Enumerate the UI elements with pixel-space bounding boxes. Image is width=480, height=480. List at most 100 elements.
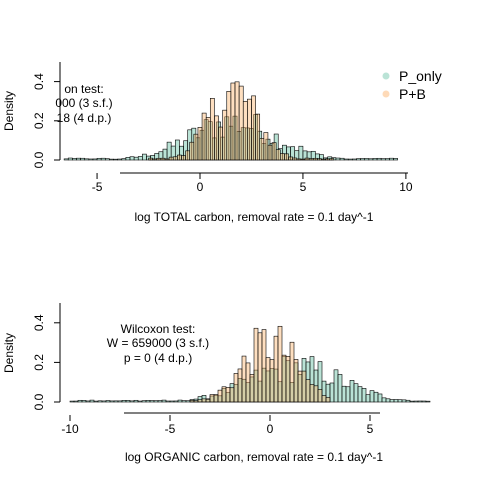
histogram-bar-p-only: [329, 382, 335, 403]
histogram-bar-p-only: [113, 400, 119, 403]
histogram-bar-p-plus-b: [249, 374, 255, 403]
histogram-bar-p-plus-b: [309, 384, 315, 403]
histogram-bar-p-only: [177, 399, 183, 403]
histogram-bar-p-only: [405, 399, 411, 403]
legend-label-p-plus-b: P+B: [399, 86, 426, 102]
histogram-bar-p-only: [364, 158, 370, 161]
histogram-bar-p-plus-b: [313, 385, 319, 403]
histogram-bar-p-plus-b: [218, 126, 223, 161]
histogram-bar-p-plus-b: [271, 142, 277, 161]
histogram-bar-p-plus-b: [289, 341, 295, 403]
legend-swatch-p-only: [382, 72, 390, 80]
bottom-histogram-panel: -10 -5 0 5 0.0 0.2 0.4 Density log ORGANIC ca…: [2, 303, 431, 464]
histogram-bar-p-only: [129, 156, 135, 161]
histogram-bar-p-only: [63, 158, 69, 161]
histogram-bar-p-only: [360, 158, 366, 161]
histogram-bar-p-only: [337, 374, 343, 403]
histogram-bar-p-plus-b: [226, 91, 232, 161]
histogram-bar-p-only: [345, 386, 351, 403]
histogram-bar-p-only: [377, 393, 383, 403]
histogram-bar-p-plus-b: [285, 355, 291, 403]
histogram-bar-p-only: [169, 400, 175, 403]
histogram-bar-p-only: [401, 399, 407, 403]
histogram-bar-p-only: [376, 157, 382, 161]
histogram-bar-p-only: [157, 400, 163, 403]
x-tick-label: -10: [61, 422, 79, 436]
histogram-bar-p-plus-b: [233, 373, 239, 403]
histogram-bar-p-only: [298, 145, 304, 161]
histogram-bar-p-only: [92, 158, 98, 161]
histogram-bar-p-only: [72, 158, 77, 161]
bottom-x-ticks: -10 -5 0 5: [61, 415, 374, 436]
y-tick-label: 0.0: [32, 151, 46, 168]
histogram-bar-p-only: [141, 400, 147, 403]
histogram-bar-p-plus-b: [292, 157, 298, 161]
histogram-bar-p-plus-b: [152, 158, 158, 161]
histogram-bar-p-plus-b: [301, 370, 307, 403]
histogram-bar-p-only: [93, 400, 99, 403]
histogram-bar-p-only: [385, 398, 391, 403]
histogram-bar-p-only: [369, 390, 375, 403]
histogram-bar-p-only: [343, 158, 349, 161]
histogram-bar-p-plus-b: [230, 82, 236, 161]
histogram-bar-p-only: [368, 158, 374, 161]
histogram-bar-p-only: [125, 400, 131, 403]
histogram-bar-p-only: [84, 158, 90, 161]
histogram-bar-p-only: [137, 156, 143, 161]
histogram-bar-p-plus-b: [265, 357, 271, 403]
histogram-bar-p-plus-b: [329, 158, 335, 161]
histogram-bar-p-plus-b: [251, 95, 256, 161]
histogram-bar-p-plus-b: [197, 127, 203, 161]
histogram-bar-p-only: [137, 400, 143, 403]
histogram-bar-p-only: [421, 400, 427, 403]
histogram-bar-p-only: [356, 158, 361, 161]
histogram-bar-p-only: [353, 383, 359, 403]
histogram-bar-p-plus-b: [209, 394, 215, 403]
x-tick-label: 5: [300, 180, 307, 194]
histogram-bar-p-plus-b: [177, 154, 182, 161]
histogram-bar-p-plus-b: [259, 138, 265, 161]
histogram-bar-p-only: [145, 400, 151, 403]
histogram-bar-p-plus-b: [221, 386, 227, 403]
histogram-bar-p-only: [349, 380, 355, 403]
x-tick-label: -5: [92, 180, 103, 194]
histogram-bar-p-plus-b: [229, 387, 235, 403]
histogram-bar-p-only: [80, 157, 86, 161]
top-y-axis-label: Density: [2, 91, 16, 131]
histogram-bar-p-only: [393, 158, 398, 161]
histogram-bar-p-only: [81, 400, 87, 403]
legend: P_only P+B: [382, 68, 442, 102]
histogram-bar-p-plus-b: [293, 359, 299, 403]
histogram-bar-p-plus-b: [312, 157, 318, 161]
top-x-axis-label: log TOTAL carbon, removal rate = 0.1 day…: [135, 210, 374, 224]
histogram-bar-p-plus-b: [261, 329, 267, 403]
histogram-bar-p-only: [384, 158, 390, 161]
histogram-bar-p-plus-b: [321, 158, 326, 161]
histogram-bar-p-plus-b: [234, 81, 240, 161]
histogram-bar-p-only: [389, 399, 395, 403]
bottom-annotation-line-2: W = 659000 (3 s.f.): [107, 336, 209, 350]
histogram-bar-p-only: [339, 157, 345, 161]
top-annotation-line-3: 18 (4 d.p.): [57, 111, 112, 125]
histogram-bar-p-plus-b: [201, 398, 207, 403]
histogram-bar-p-plus-b: [172, 156, 178, 161]
histogram-bar-p-only: [69, 400, 75, 403]
histogram-bar-p-only: [393, 399, 399, 403]
histogram-bar-p-only: [425, 400, 431, 403]
histogram-bar-p-plus-b: [168, 156, 174, 161]
x-tick-label: -5: [165, 422, 176, 436]
top-y-ticks: 0.0 0.2 0.4: [32, 73, 60, 168]
histogram-bar-p-only: [165, 400, 171, 403]
histogram-bar-p-plus-b: [296, 158, 302, 161]
histogram-bar-p-only: [113, 158, 118, 161]
histogram-bar-p-plus-b: [253, 327, 259, 403]
histogram-bar-p-only: [381, 397, 387, 403]
histogram-bar-p-plus-b: [317, 158, 322, 161]
histogram-bar-p-plus-b: [263, 132, 269, 161]
histogram-bar-p-only: [333, 369, 339, 403]
bottom-histogram-bars: [69, 325, 431, 403]
histogram-bar-p-only: [133, 399, 139, 403]
histogram-bar-p-plus-b: [185, 150, 191, 161]
histogram-bar-p-plus-b: [305, 379, 311, 403]
